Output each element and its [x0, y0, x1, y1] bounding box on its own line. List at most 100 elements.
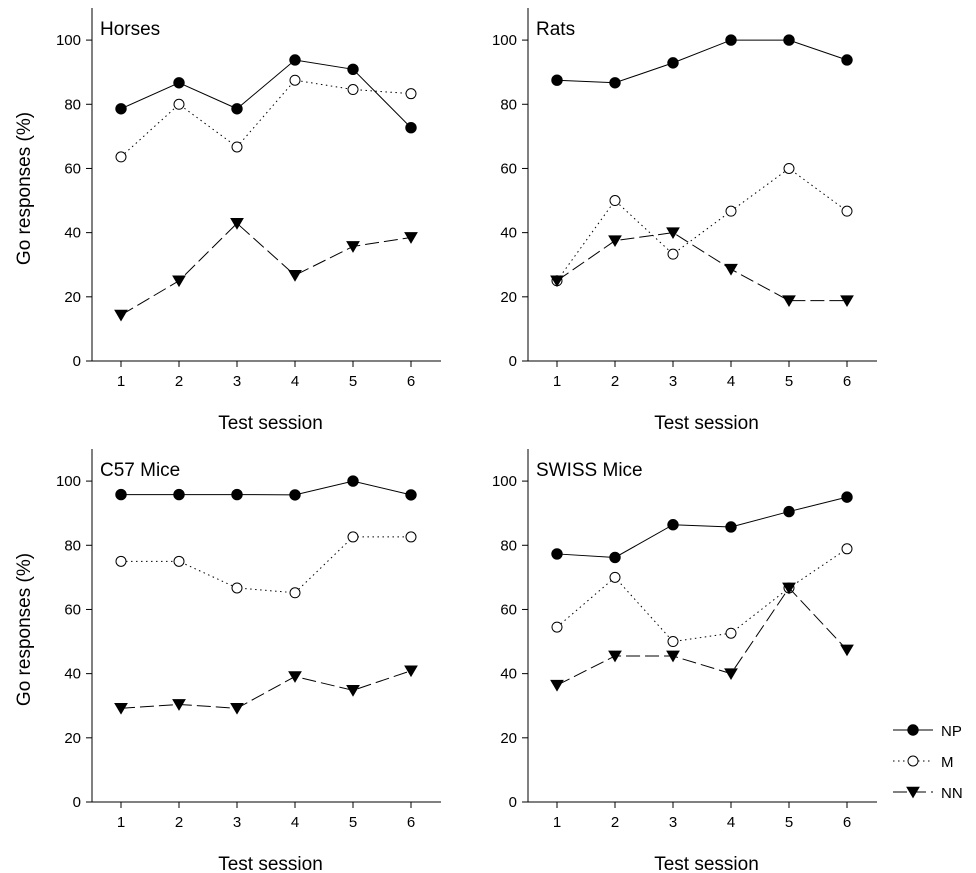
series-line-nn [120, 670, 412, 709]
data-point-np [725, 34, 737, 46]
legend-item-nn: NN [893, 785, 963, 802]
data-point-np [841, 491, 853, 503]
series-nn [114, 665, 418, 715]
y-tick-label: 80 [64, 96, 81, 113]
y-tick-label: 80 [64, 537, 81, 554]
y-tick-label: 40 [500, 666, 517, 683]
y-tick-label: 20 [64, 730, 81, 747]
data-point-np [115, 488, 127, 501]
legend-label: NP [941, 723, 962, 740]
series-line-np [121, 480, 412, 496]
data-point-np [405, 489, 417, 501]
data-point-np [347, 475, 359, 487]
y-tick-label: 0 [509, 353, 517, 370]
series-m [551, 162, 853, 287]
data-point-nn [172, 275, 186, 288]
legend-label: NN [941, 785, 963, 802]
y-tick-label: 80 [500, 537, 517, 554]
y-axis-label: Go responses (%) [14, 553, 35, 706]
data-point-nn [230, 218, 244, 230]
data-point-nn [724, 668, 738, 681]
y-tick-label: 60 [64, 601, 81, 618]
data-point-m [551, 621, 563, 633]
data-point-m [725, 627, 737, 639]
data-point-nn [404, 232, 418, 244]
data-point-nn [114, 309, 128, 322]
series-np [115, 54, 417, 134]
series-line-np [556, 496, 848, 558]
series-m [115, 74, 417, 163]
series-np [551, 491, 853, 564]
x-tick-label: 5 [349, 373, 357, 390]
data-point-m [289, 587, 301, 599]
series-line-np [120, 59, 412, 129]
x-tick-label: 4 [727, 814, 735, 831]
data-point-np [115, 103, 127, 115]
data-point-np [347, 63, 359, 75]
x-tick-label: 5 [785, 373, 793, 390]
series-nn [114, 218, 418, 322]
series-line-m [121, 536, 411, 594]
x-axis-label: Test session [654, 413, 759, 434]
x-tick-label: 3 [669, 373, 677, 390]
data-point-np [173, 488, 185, 501]
series-line-np [556, 39, 848, 84]
data-point-m [347, 531, 359, 543]
legend-marker [907, 755, 919, 767]
data-point-m [231, 141, 243, 153]
series-nn [550, 227, 854, 308]
y-tick-label: 0 [73, 794, 81, 811]
legend-item-m: M [893, 754, 954, 771]
data-point-m [115, 555, 127, 567]
data-point-np [783, 505, 795, 518]
y-tick-label: 60 [500, 601, 517, 618]
data-point-m [841, 543, 853, 555]
x-tick-label: 6 [407, 814, 415, 831]
series-np [551, 34, 853, 89]
data-point-np [231, 488, 243, 501]
series-line-m [120, 79, 412, 158]
data-point-m [347, 84, 359, 96]
y-tick-label: 20 [64, 289, 81, 306]
y-tick-label: 100 [492, 32, 517, 49]
data-point-np [609, 551, 621, 564]
y-tick-label: 20 [500, 289, 517, 306]
series-line-nn [556, 232, 847, 302]
legend-item-np: NP [893, 723, 962, 740]
data-point-nn [666, 227, 680, 240]
legend-marker [907, 724, 919, 736]
data-point-m [667, 248, 679, 260]
series-m [551, 543, 853, 648]
data-point-nn [840, 644, 854, 657]
x-tick-label: 3 [233, 373, 241, 390]
data-point-nn [288, 671, 302, 683]
data-point-np [551, 548, 563, 560]
data-point-nn [608, 235, 622, 248]
series-nn [550, 582, 854, 692]
data-point-m [289, 74, 301, 86]
data-point-m [841, 205, 853, 217]
x-tick-label: 1 [553, 373, 561, 390]
y-tick-label: 40 [64, 225, 81, 242]
data-point-np [667, 57, 679, 69]
y-tick-label: 60 [64, 160, 81, 177]
x-axis-label: Test session [654, 854, 759, 873]
x-tick-label: 2 [611, 373, 619, 390]
data-point-m [725, 205, 737, 217]
data-point-m [231, 582, 243, 594]
x-tick-label: 3 [233, 814, 241, 831]
series-line-nn [556, 587, 848, 686]
y-tick-label: 20 [500, 730, 517, 747]
x-tick-label: 4 [727, 373, 735, 390]
data-point-np [725, 521, 737, 533]
x-tick-label: 6 [843, 814, 851, 831]
x-tick-label: 4 [291, 814, 299, 831]
y-tick-label: 80 [500, 96, 517, 113]
data-point-np [289, 489, 301, 501]
data-point-m [405, 88, 417, 100]
data-point-np [289, 54, 301, 66]
data-point-m [405, 531, 417, 543]
data-point-nn [404, 665, 418, 678]
panel-horses: 0 20 40 60 80 100 1 2 3 4 5 6 Test session Go respons… [14, 8, 441, 434]
